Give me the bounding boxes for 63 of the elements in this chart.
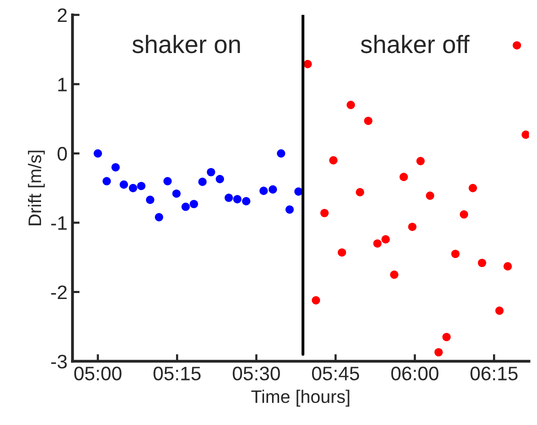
y-tick-label: 1 (58, 78, 67, 92)
point (346, 100, 355, 110)
point (434, 348, 443, 356)
y-tick-label: 0 (58, 146, 67, 161)
point (128, 184, 138, 192)
point (373, 239, 382, 248)
point (102, 176, 111, 186)
x-tick-label: 06:00 (391, 366, 438, 380)
point (181, 202, 190, 211)
annotation: shaker on (132, 34, 240, 54)
point (94, 149, 102, 158)
x-tick-label: 05:15 (154, 366, 201, 380)
point (120, 180, 128, 189)
point (224, 194, 233, 202)
point (451, 250, 460, 258)
point (146, 196, 154, 204)
point (442, 332, 451, 342)
point (468, 184, 478, 192)
point (312, 296, 320, 304)
point (364, 116, 372, 126)
point (154, 212, 164, 222)
point (329, 156, 338, 165)
point (268, 185, 277, 194)
point (163, 176, 172, 186)
x-tick-label: 05:00 (74, 366, 122, 380)
point (400, 172, 408, 182)
point (285, 205, 294, 214)
x-axis-title: Time [hours] (251, 390, 350, 407)
x-tick-label: 06:15 (470, 366, 518, 380)
point (276, 149, 286, 158)
point (320, 208, 329, 218)
point (190, 200, 198, 208)
point (522, 130, 529, 139)
point (259, 186, 268, 195)
point (426, 192, 434, 200)
annotation: shaker off (360, 34, 470, 54)
y-axis-title: Drift [m/s] (28, 150, 45, 226)
point (304, 60, 312, 68)
point (137, 182, 146, 190)
x-tick-label: 05:30 (232, 366, 280, 380)
point (495, 306, 504, 315)
point (356, 188, 364, 196)
y-tick-label: -3 (51, 354, 67, 368)
y-tick-label: -1 (51, 216, 67, 230)
x-tick-label: 05:45 (312, 366, 360, 380)
point (504, 262, 512, 271)
y-tick-label: 2 (58, 8, 67, 22)
point (338, 248, 346, 257)
point (478, 258, 486, 268)
point (172, 189, 181, 198)
point (390, 270, 398, 279)
point (111, 163, 120, 172)
y-tick-label: -2 (51, 285, 67, 300)
point (242, 197, 250, 206)
point (216, 174, 224, 184)
point (233, 194, 242, 204)
point (198, 178, 207, 186)
point (206, 168, 216, 176)
point (512, 41, 522, 50)
point (408, 222, 416, 232)
point (416, 156, 425, 166)
point (460, 210, 468, 219)
point (382, 235, 390, 244)
